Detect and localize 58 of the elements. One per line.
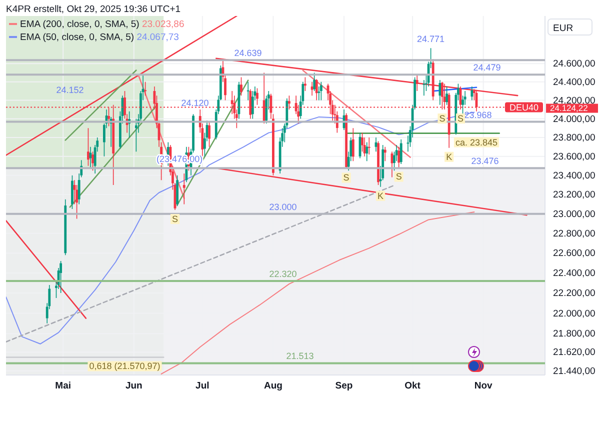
x-tick-label: Okt	[404, 380, 422, 392]
candlestick	[366, 142, 368, 162]
annotation: 24.771	[417, 34, 445, 44]
y-tick-label: 21.800,00	[553, 328, 596, 340]
x-tick-label: Sep	[335, 380, 353, 392]
y-tick-label: 24.600,00	[553, 58, 596, 70]
y-tick-label: 23.800,00	[553, 132, 596, 144]
y-tick-label: 23.400,00	[553, 170, 596, 182]
legend-label: EMA (200, close, 0, SMA, 5)	[20, 19, 142, 30]
ref-line-label: 23.000	[269, 202, 297, 212]
ref-line-label: DEU40	[509, 102, 539, 112]
x-tick-label: Mai	[55, 380, 72, 392]
annotation: S	[396, 172, 402, 182]
y-tick-label: 23.600,00	[553, 151, 596, 162]
annotation: 23.023,86	[142, 19, 184, 30]
candlestick	[368, 138, 370, 154]
annotation: K	[446, 152, 452, 162]
candlestick	[246, 82, 250, 100]
y-tick-label: 22.200,00	[553, 288, 596, 300]
y-tick-label: 24.400,00	[553, 76, 596, 88]
y-tick-label: 23.000,00	[553, 208, 596, 220]
candlestick	[470, 86, 474, 100]
line-series	[160, 211, 475, 374]
y-tick-label: 24.000,00	[553, 114, 596, 125]
y-tick-label: 22.800,00	[553, 228, 596, 240]
x-tick-label: Jul	[196, 380, 210, 392]
annotation: S	[343, 172, 350, 183]
y-tick-label: 22.600,00	[553, 248, 596, 260]
ref-line-label: 21.513	[286, 351, 314, 362]
annotation: S	[457, 114, 464, 124]
annotation: K	[378, 190, 384, 201]
ref-line-label: 23.476	[471, 156, 499, 166]
y-tick-label: 23.200,00	[553, 190, 596, 201]
y-tick-label: 22.400,00	[553, 268, 596, 279]
x-tick-label: Aug	[264, 380, 283, 392]
chart-title: K4PR erstellt, Okt 29, 2025 19:36 UTC+1	[6, 4, 181, 15]
y-tick-label: 21.620,00	[553, 347, 596, 358]
candlestick	[384, 146, 386, 162]
annotation: 0,618 (21.570,97)	[89, 361, 160, 372]
annotation: 24.120	[181, 98, 209, 108]
annotation: 24.152	[56, 85, 84, 95]
x-tick-label: Nov	[474, 380, 494, 392]
x-tick-label: Jun	[125, 380, 143, 392]
y-tick-label: 21.440,00	[553, 366, 596, 377]
annotation: ca. 23.845	[455, 137, 498, 148]
ref-line-label: 24.479	[473, 62, 501, 73]
ref-line-label: 24.639	[234, 48, 262, 58]
annotation: 24.067,73	[136, 32, 179, 43]
ref-line-label: 22.320	[269, 268, 297, 279]
candlestick	[182, 173, 186, 204]
annotation: S	[172, 214, 178, 224]
y-tick-label: 22.000,00	[553, 308, 596, 320]
legend-label: EMA (50, close, 0, SMA, 5)	[20, 32, 137, 43]
annotation: S	[439, 114, 446, 124]
candlestick	[416, 74, 418, 92]
ref-line-label: 23.968	[464, 110, 492, 120]
y-axis-title: EUR	[553, 23, 574, 34]
candlestick	[318, 86, 320, 100]
